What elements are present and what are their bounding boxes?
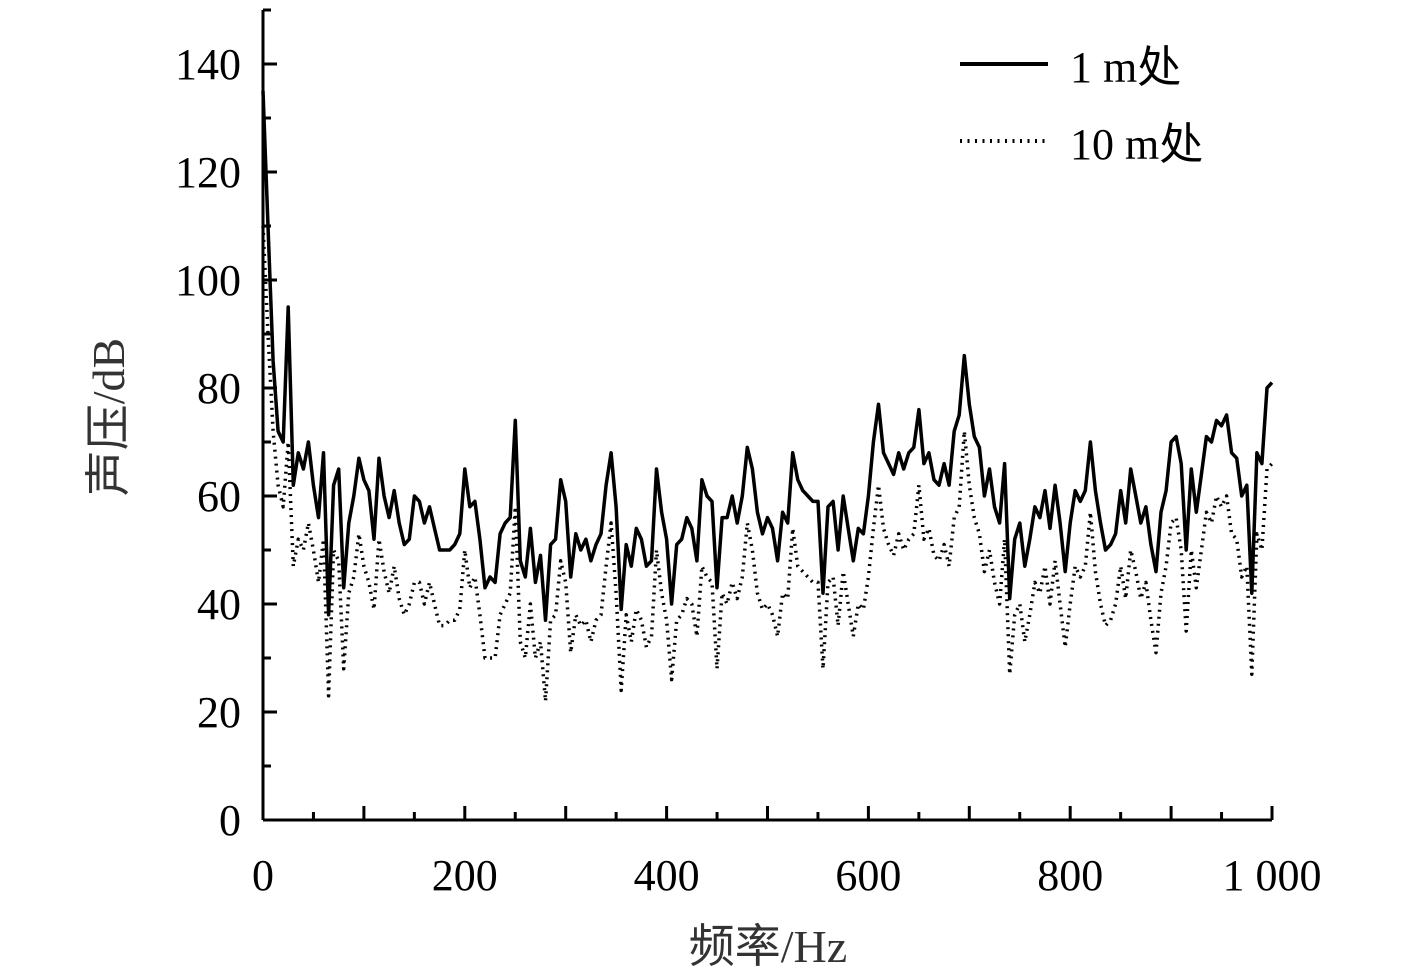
y-tick-label: 80 xyxy=(197,364,241,413)
y-tick-label: 140 xyxy=(175,40,241,89)
y-tick-label: 60 xyxy=(197,472,241,521)
series-layer xyxy=(261,90,1274,703)
ticks-layer xyxy=(261,8,1274,822)
series-line-10m xyxy=(261,225,1274,703)
legend: 1 m处 10 m处 xyxy=(960,43,1203,169)
x-tick-label: 0 xyxy=(252,851,274,900)
y-tick-label: 100 xyxy=(175,256,241,305)
x-tick-label: 600 xyxy=(835,851,901,900)
y-tick-label: 40 xyxy=(197,580,241,629)
legend-label-10m: 10 m处 xyxy=(1070,120,1203,169)
y-tick-label: 120 xyxy=(175,148,241,197)
x-tick-label: 800 xyxy=(1037,851,1103,900)
y-tick-label: 20 xyxy=(197,688,241,737)
x-tick-label: 1 000 xyxy=(1223,851,1322,900)
series-line-1m xyxy=(261,90,1274,622)
x-tick-label: 400 xyxy=(634,851,700,900)
x-axis-title: 频率/Hz xyxy=(689,921,847,972)
x-tick-label: 200 xyxy=(432,851,498,900)
tick-labels-layer: 0 20 40 60 80 100 120 140 0 200 400 600 800 1 000 xyxy=(175,40,1322,900)
legend-label-1m: 1 m处 xyxy=(1070,43,1181,92)
y-axis-title: 声压/dB xyxy=(83,338,134,496)
y-tick-label: 0 xyxy=(219,796,241,845)
